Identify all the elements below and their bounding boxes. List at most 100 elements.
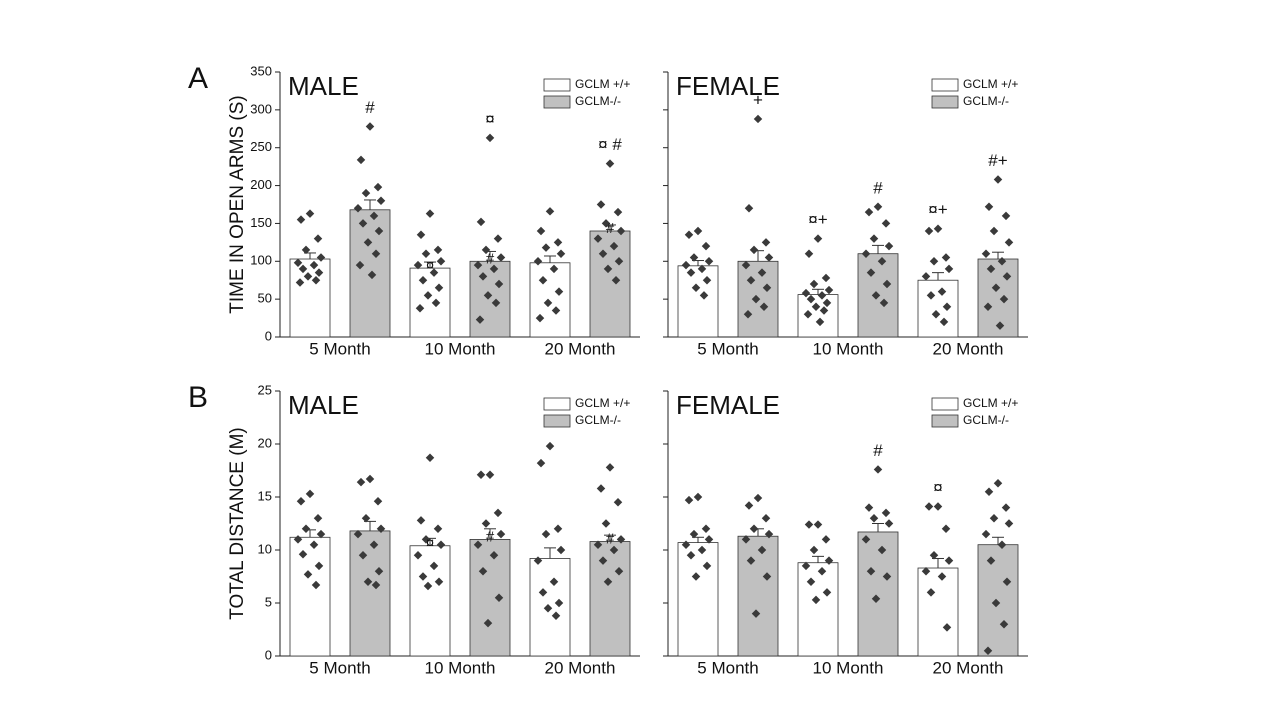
data-point <box>496 253 506 262</box>
data-point <box>478 566 488 576</box>
data-point <box>929 551 939 560</box>
data-point <box>757 268 767 277</box>
data-point <box>311 275 321 285</box>
legend-swatch <box>931 414 959 428</box>
data-point <box>371 580 381 590</box>
data-point <box>494 279 504 289</box>
bar <box>469 260 511 338</box>
y-tick-label: 200 <box>250 177 272 192</box>
legend-swatch <box>543 95 571 109</box>
y-tick-label: 150 <box>250 215 272 230</box>
data-point <box>933 502 943 511</box>
data-point <box>873 202 883 212</box>
data-point <box>877 257 887 266</box>
data-point <box>478 272 488 281</box>
data-point <box>753 114 763 124</box>
data-point <box>942 623 952 632</box>
data-point <box>314 268 324 277</box>
data-point <box>605 159 615 168</box>
data-point <box>741 535 751 544</box>
legend-swatch <box>543 414 571 428</box>
data-point <box>693 226 703 236</box>
bar <box>797 294 839 338</box>
data-point <box>363 238 373 247</box>
data-point <box>701 241 711 251</box>
data-point <box>684 230 694 240</box>
data-point <box>684 495 694 505</box>
legend-label: GCLM +/+ <box>963 396 1018 410</box>
data-point <box>704 257 714 266</box>
significance-mark: # <box>606 220 615 237</box>
data-point <box>759 302 769 311</box>
data-point <box>418 275 428 285</box>
data-point <box>879 298 889 308</box>
data-point <box>937 287 947 296</box>
data-point <box>824 556 834 565</box>
data-point <box>305 209 315 218</box>
data-point <box>861 535 871 544</box>
data-point <box>365 122 375 131</box>
data-point <box>811 302 821 311</box>
y-tick-label: 15 <box>258 488 272 503</box>
data-point <box>753 493 763 503</box>
data-point <box>937 572 947 581</box>
significance-mark: ¤ <box>426 535 434 552</box>
data-point <box>999 619 1009 629</box>
data-point <box>697 264 707 274</box>
significance-mark: #+ <box>988 151 1007 170</box>
data-point <box>303 570 313 579</box>
data-point <box>882 572 892 581</box>
data-point <box>598 556 608 565</box>
significance-mark: + <box>753 90 763 109</box>
data-point <box>434 577 444 587</box>
data-point <box>764 253 774 262</box>
data-point <box>434 283 444 293</box>
data-point <box>355 260 365 270</box>
data-point <box>869 234 879 243</box>
data-point <box>533 257 543 266</box>
data-point <box>549 577 559 587</box>
data-point <box>866 566 876 576</box>
data-point <box>413 260 423 270</box>
legend-swatch <box>931 397 959 411</box>
legend-label: GCLM +/+ <box>575 396 630 410</box>
data-point <box>749 245 759 255</box>
data-point <box>543 298 553 308</box>
data-point <box>873 465 883 474</box>
data-point <box>686 268 696 277</box>
data-point <box>701 524 711 534</box>
data-point <box>761 513 771 523</box>
y-tick-label: 0 <box>265 647 272 662</box>
data-point <box>433 524 443 534</box>
data-point <box>314 561 324 571</box>
data-point <box>436 257 446 266</box>
data-point <box>999 294 1009 304</box>
data-point <box>871 594 881 604</box>
data-point <box>864 207 874 217</box>
data-point <box>984 202 994 212</box>
data-point <box>981 249 991 258</box>
data-point <box>944 264 954 274</box>
data-point <box>353 529 363 539</box>
data-point <box>493 508 503 518</box>
x-tick-label: 20 Month <box>545 339 616 358</box>
data-point <box>813 520 823 529</box>
data-point <box>481 245 491 255</box>
legend-swatch <box>931 78 959 92</box>
y-tick-label: 100 <box>250 253 272 268</box>
data-point <box>882 279 892 289</box>
y-tick-label: 20 <box>258 435 272 450</box>
data-point <box>809 279 819 289</box>
data-point <box>761 238 771 247</box>
data-point <box>603 264 613 274</box>
data-point <box>803 310 813 319</box>
bar <box>469 539 511 657</box>
y-tick-label: 300 <box>250 101 272 116</box>
data-point <box>942 302 952 311</box>
y-tick-label: 250 <box>250 139 272 154</box>
x-tick-label: 5 Month <box>697 658 758 677</box>
data-point <box>929 257 939 266</box>
data-point <box>751 294 761 304</box>
data-point <box>296 215 306 224</box>
data-point <box>485 470 495 479</box>
